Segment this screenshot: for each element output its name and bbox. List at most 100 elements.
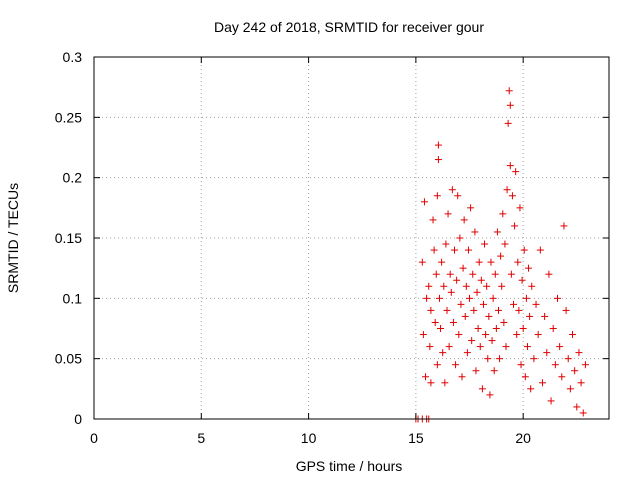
data-point [534, 331, 542, 339]
data-point [427, 306, 435, 314]
data-point [516, 204, 524, 212]
data-point [471, 228, 479, 236]
data-point [473, 288, 481, 296]
data-point [513, 331, 521, 339]
data-point [512, 168, 520, 176]
y-tick-label: 0.25 [55, 109, 82, 125]
data-point [477, 276, 485, 284]
data-point [494, 306, 502, 314]
data-point [521, 373, 529, 381]
data-point [441, 379, 449, 387]
data-point [556, 343, 564, 351]
data-point [569, 331, 577, 339]
data-point [433, 192, 441, 200]
data-point [475, 258, 483, 266]
data-point [577, 379, 585, 387]
data-point [482, 331, 490, 339]
data-point [536, 246, 544, 254]
data-point [506, 101, 514, 109]
data-point [449, 318, 457, 326]
data-point [490, 367, 498, 375]
data-point [554, 294, 561, 302]
data-point [514, 258, 522, 266]
data-point [526, 312, 534, 320]
data-point [505, 87, 513, 95]
data-point [442, 240, 450, 248]
data-point [433, 361, 441, 369]
data-point [456, 234, 464, 242]
data-point [545, 270, 553, 278]
data-point [523, 343, 531, 351]
data-point [451, 246, 458, 254]
data-point [530, 355, 538, 363]
data-point [448, 186, 456, 194]
data-point [460, 216, 468, 224]
x-tick-label: 20 [515, 430, 531, 446]
data-point [491, 270, 499, 278]
data-point [518, 276, 526, 284]
data-point [481, 240, 489, 248]
data-point [519, 325, 527, 332]
data-point [447, 288, 455, 296]
x-tick-label: 5 [197, 430, 205, 446]
y-tick-label: 0 [74, 411, 82, 427]
data-point [474, 325, 482, 332]
data-point [463, 349, 471, 357]
data-point [427, 379, 435, 387]
data-point [423, 294, 431, 302]
data-point [551, 361, 559, 369]
data-point [484, 355, 492, 363]
data-point [527, 385, 535, 393]
data-point [515, 306, 523, 314]
data-point [434, 141, 442, 149]
data-point [508, 192, 516, 200]
data-point [541, 312, 549, 320]
data-point [520, 246, 528, 254]
data-point [432, 270, 440, 278]
data-point [485, 312, 493, 320]
data-point [461, 312, 469, 320]
data-point [522, 294, 530, 302]
data-point [478, 385, 486, 393]
y-tick-label: 0.05 [55, 351, 82, 367]
data-point [422, 373, 430, 381]
data-point [457, 300, 465, 308]
data-point [581, 361, 589, 369]
data-point [498, 282, 506, 290]
data-point [426, 343, 434, 351]
data-point [501, 240, 509, 248]
data-point [479, 300, 487, 308]
data-point [573, 403, 581, 411]
data-point [430, 246, 438, 254]
data-point [468, 337, 476, 345]
data-point [511, 222, 519, 230]
data-point [487, 258, 495, 266]
data-point [549, 325, 557, 332]
data-point [454, 192, 462, 200]
data-point [452, 361, 460, 369]
y-tick-label: 0.2 [63, 170, 83, 186]
data-point [462, 282, 470, 290]
data-point [419, 331, 427, 339]
data-point [476, 343, 484, 351]
data-point [418, 258, 426, 266]
data-point [497, 252, 505, 260]
data-point [420, 198, 428, 206]
data-point [566, 385, 574, 393]
data-point [443, 306, 451, 314]
data-point [470, 306, 478, 314]
data-point [517, 361, 525, 369]
data-point [438, 258, 446, 266]
data-point [483, 282, 491, 290]
y-axis-label: SRMTID / TECUs [5, 183, 21, 293]
data-point [506, 162, 514, 170]
data-point [564, 355, 572, 363]
y-tick-label: 0.1 [63, 290, 83, 306]
axis-ticks: 0 5 10 15 20 0 0.05 0.1 0.15 0.2 0.25 0.3 [55, 49, 609, 446]
data-point [492, 325, 500, 332]
data-point [431, 318, 439, 326]
data-point [562, 306, 570, 314]
data-point [496, 355, 504, 363]
data-point [528, 282, 536, 290]
data-point [434, 156, 442, 164]
